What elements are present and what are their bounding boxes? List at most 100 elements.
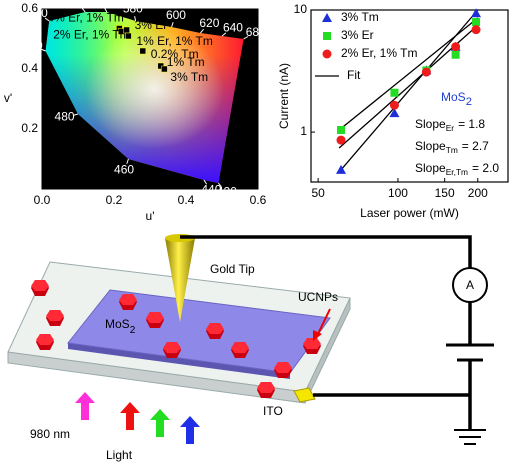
wavelength-label: 460 xyxy=(114,163,134,177)
annotation-rest: = 1.8 xyxy=(458,117,485,131)
annotation: SlopeEr,Tm = 2.0 xyxy=(415,161,499,177)
wavelength-label: 560 xyxy=(90,0,110,8)
light-arrow xyxy=(150,409,170,437)
data-point xyxy=(471,8,482,18)
annotation-sub: 2 xyxy=(466,96,472,108)
wavelength-label: 580 xyxy=(123,1,143,15)
data-point xyxy=(451,50,460,59)
locus-tick xyxy=(44,17,50,22)
point-label: 0.2% Tm xyxy=(151,47,199,61)
locus-tick xyxy=(200,28,204,34)
wavelength-label: 600 xyxy=(166,8,186,22)
data-point xyxy=(390,88,399,97)
x-tick-label: 0.2 xyxy=(106,193,123,207)
annotation-sub: Tm xyxy=(446,145,458,155)
x-tick-label: 200 xyxy=(468,186,488,200)
annotation-main: Slope xyxy=(415,161,446,175)
annotation-main: MoS xyxy=(441,90,466,104)
legend-label: Fit xyxy=(347,68,361,82)
data-point xyxy=(125,32,132,40)
y-tick-label: 1 xyxy=(300,124,307,138)
locus-tick xyxy=(218,182,222,188)
annotation: SlopeTm = 2.7 xyxy=(415,139,489,155)
locus-tick xyxy=(221,32,227,37)
circuit-wire xyxy=(180,235,472,430)
legend-label: 3% Er xyxy=(341,28,374,42)
mos2-side xyxy=(68,343,290,379)
locus-tick xyxy=(243,36,249,40)
legend-label: 2% Er, 1% Tm xyxy=(341,46,417,60)
legend-label: 3% Tm xyxy=(341,10,379,24)
annotation-main: Slope xyxy=(415,117,446,131)
x-tick-label: 0.6 xyxy=(250,193,267,207)
point-label: 3% Tm xyxy=(170,70,208,84)
data-point xyxy=(336,135,346,145)
fit-line xyxy=(338,17,479,131)
legend-marker xyxy=(322,13,332,22)
data-point xyxy=(389,100,399,110)
tip-label: Gold Tip xyxy=(210,262,255,276)
locus-tick xyxy=(81,7,86,13)
ground xyxy=(454,429,486,445)
light-label: Light xyxy=(106,448,133,462)
annotation: MoS2 xyxy=(441,90,472,108)
locus-tick xyxy=(171,22,174,28)
pointer-arrow xyxy=(316,308,331,337)
locus-tick xyxy=(73,113,79,116)
x-tick-label: 50 xyxy=(311,186,325,200)
wavelength-label: 480 xyxy=(55,110,75,124)
wavelength-label: 640 xyxy=(223,21,243,35)
pointer-arrowhead xyxy=(313,330,322,341)
y-tick-label: 0.6 xyxy=(21,1,38,15)
electrode-label: ITO xyxy=(263,404,283,418)
legend-marker xyxy=(322,49,332,59)
y-axis-title: Current (nA) xyxy=(277,63,291,129)
wavelength-label: 680 xyxy=(246,25,266,39)
wavelength-label: 620 xyxy=(199,16,219,30)
data-point xyxy=(421,67,431,77)
light-arrow xyxy=(180,416,200,444)
annotation: SlopeEr = 1.8 xyxy=(415,117,485,133)
y-tick-label: 0.4 xyxy=(21,61,38,75)
x-tick-label: 0.0 xyxy=(34,193,51,207)
locus-tick xyxy=(40,48,46,52)
excitation-label: 980 nm xyxy=(30,427,70,441)
y-tick-label: 10 xyxy=(294,2,308,16)
annotation-sub: Er xyxy=(446,123,455,133)
substrate-label-sub: 2 xyxy=(130,325,136,336)
wavelength-label: 540 xyxy=(66,0,86,9)
annotation-sub: Er,Tm xyxy=(446,167,468,177)
annotation-main: Slope xyxy=(415,139,446,153)
ammeter xyxy=(452,267,488,303)
data-point xyxy=(472,18,481,27)
x-axis-title: Laser power (mW) xyxy=(360,206,459,220)
point-label: 1% Tm xyxy=(167,55,205,69)
particles-label: UCNPs xyxy=(298,290,338,304)
data-point xyxy=(139,47,147,55)
substrate-label: MoS2 xyxy=(105,317,136,335)
gamut-shading xyxy=(45,12,244,183)
data-point xyxy=(161,65,168,73)
annotation-rest: = 2.0 xyxy=(472,161,499,175)
point-label: 4% Er, 1% Tm xyxy=(47,11,123,25)
locus-tick xyxy=(104,7,108,13)
schematic: Gold Tip UCNPs A ITO 980 nm Light MoS2 xyxy=(7,234,494,462)
ammeter-label: A xyxy=(466,278,474,292)
y-tick-label: 0.2 xyxy=(21,121,38,135)
locus-tick xyxy=(134,15,137,22)
substrate-label-main: MoS xyxy=(105,317,130,331)
x-tick-label: 150 xyxy=(435,186,455,200)
plot-frame xyxy=(310,9,509,183)
data-point xyxy=(336,164,347,174)
y-axis-title: v' xyxy=(4,91,12,105)
data-point xyxy=(389,108,400,118)
gold-tip xyxy=(165,238,195,322)
wavelength-label: 500 xyxy=(23,39,43,53)
wavelength-label: 420 xyxy=(217,185,237,199)
point-label: 2% Er, 1% Tm xyxy=(53,28,129,42)
x-axis-title: u' xyxy=(146,209,155,223)
light-arrow xyxy=(120,402,140,430)
legend-marker xyxy=(323,32,331,40)
x-tick-label: 0.4 xyxy=(178,193,195,207)
